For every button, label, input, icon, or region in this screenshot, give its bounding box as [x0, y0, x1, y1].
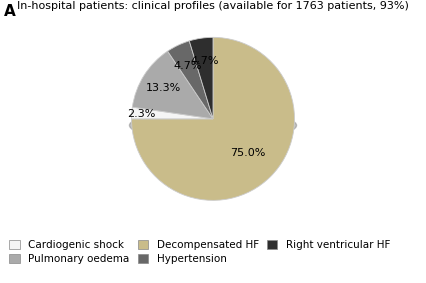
Text: 2.3%: 2.3% — [127, 109, 155, 119]
Text: 4.7%: 4.7% — [174, 61, 202, 71]
Text: A: A — [4, 4, 16, 19]
Wedge shape — [132, 107, 213, 119]
Text: 4.7%: 4.7% — [190, 56, 219, 66]
Wedge shape — [132, 37, 294, 200]
Legend: Cardiogenic shock, Pulmonary oedema, Decompensated HF, Hypertension, Right ventr: Cardiogenic shock, Pulmonary oedema, Dec… — [9, 240, 390, 264]
Wedge shape — [189, 37, 213, 119]
Text: 75.0%: 75.0% — [230, 149, 265, 158]
Wedge shape — [132, 51, 213, 119]
Wedge shape — [167, 41, 213, 119]
Title: In-hospital patients: clinical profiles (available for 1763 patients, 93%): In-hospital patients: clinical profiles … — [17, 1, 409, 11]
Ellipse shape — [130, 110, 296, 140]
Text: 13.3%: 13.3% — [146, 83, 181, 93]
